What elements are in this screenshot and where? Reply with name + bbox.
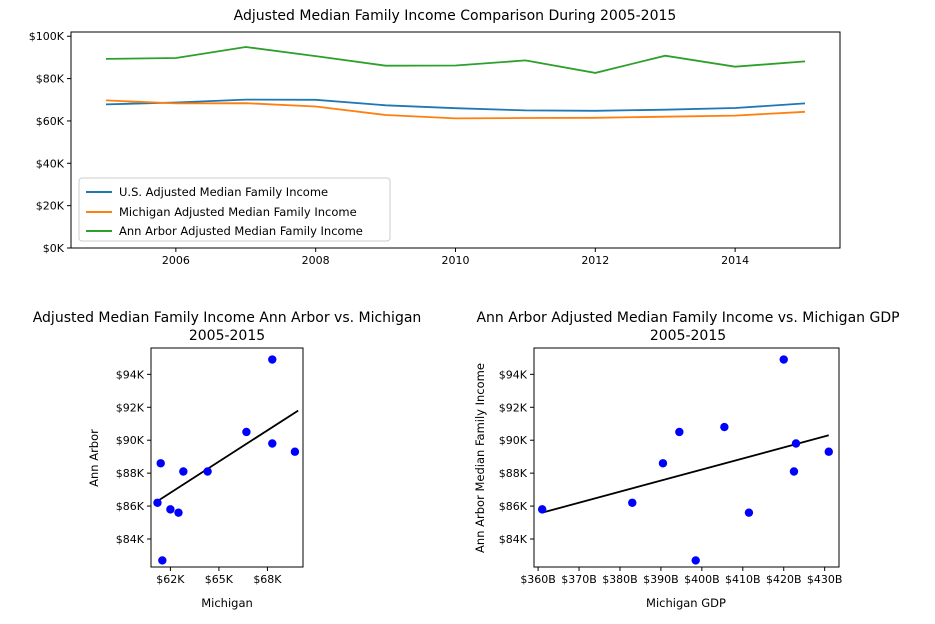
line-chart-title: Adjusted Median Family Income Comparison…: [234, 8, 677, 24]
scatter-michigan-point: [153, 498, 162, 507]
scatter-michigan-panel: Adjusted Median Family Income Ann Arbor …: [33, 310, 422, 610]
scatter-michigan-regression-line: [156, 409, 299, 502]
scatter-michigan-xtick-label: $68K: [253, 573, 282, 586]
scatter-michigan-point: [174, 508, 183, 517]
scatter-gdp-ytick-label: $86K: [499, 500, 528, 513]
scatter-gdp-fit: [541, 434, 829, 514]
line-chart-panel: Adjusted Median Family Income Comparison…: [29, 8, 841, 267]
line-chart-legend: U.S. Adjusted Median Family Income Michi…: [78, 177, 391, 242]
scatter-gdp-ytick-label: $84K: [499, 533, 528, 546]
scatter-gdp-ylabel: Ann Arbor Median Family Income: [473, 363, 487, 553]
scatter-michigan-ticks: $62K $65K $68K $84K $86K $88K $90K $92K $94K: [116, 368, 283, 586]
scatter-michigan-point: [268, 439, 277, 448]
legend-label-michigan: Michigan Adjusted Median Family Income: [119, 205, 357, 219]
scatter-gdp-point: [628, 498, 637, 507]
line-chart-ytick-label: $40K: [36, 157, 65, 170]
scatter-michigan-subtitle: 2005-2015: [189, 328, 265, 344]
line-chart-xtick-label: 2010: [442, 254, 470, 267]
scatter-gdp-point: [658, 459, 668, 468]
scatter-michigan-fit: [156, 409, 299, 502]
scatter-gdp-point: [789, 467, 799, 476]
scatter-gdp-xtick-label: $420B: [766, 573, 802, 586]
scatter-gdp-xtick-label: $390B: [643, 573, 679, 586]
scatter-michigan-points: [153, 355, 300, 565]
scatter-michigan-ytick-label: $92K: [116, 401, 145, 414]
line-chart-ytick-label: $0K: [43, 242, 65, 255]
scatter-gdp-subtitle: 2005-2015: [650, 328, 726, 344]
scatter-gdp-point: [537, 505, 547, 514]
scatter-gdp-panel: Ann Arbor Adjusted Median Family Income …: [473, 310, 900, 610]
legend-box: [78, 177, 391, 242]
scatter-gdp-xtick-label: $430B: [807, 573, 843, 586]
scatter-gdp-frame: [533, 347, 840, 568]
line-chart-series: [105, 46, 806, 120]
series-line-us: [105, 98, 806, 112]
line-chart-ticks: 2006 2008 2010 2012 2014 $0K $20K $40K $60K $80K $…: [29, 30, 749, 267]
scatter-gdp-ytick-label: $92K: [499, 401, 528, 414]
scatter-michigan-point: [268, 355, 277, 364]
scatter-michigan-title: Adjusted Median Family Income Ann Arbor …: [33, 310, 422, 326]
scatter-gdp-point: [720, 422, 729, 432]
line-chart-xtick-label: 2008: [302, 254, 330, 267]
legend-label-ann-arbor: Ann Arbor Adjusted Median Family Income: [119, 224, 363, 238]
scatter-michigan-ytick-label: $86K: [116, 500, 145, 513]
scatter-michigan-point: [203, 467, 212, 476]
scatter-michigan-frame: [150, 347, 304, 568]
scatter-gdp-point: [691, 556, 700, 565]
scatter-michigan-ytick-label: $84K: [116, 533, 145, 546]
scatter-gdp-point: [675, 427, 684, 437]
scatter-gdp-xtick-label: $360B: [520, 573, 556, 586]
scatter-gdp-point: [779, 355, 788, 364]
scatter-michigan-point: [242, 427, 251, 437]
line-chart-xtick-label: 2014: [721, 254, 749, 267]
line-chart-xtick-label: 2006: [162, 254, 190, 267]
line-chart-ytick-label: $80K: [36, 73, 65, 86]
scatter-michigan-point: [166, 505, 175, 514]
series-line-michigan: [105, 99, 806, 120]
scatter-gdp-points: [537, 355, 833, 565]
scatter-michigan-xlabel: Michigan: [201, 596, 253, 610]
line-chart-ytick-label: $100K: [29, 30, 65, 43]
scatter-gdp-xtick-label: $410B: [725, 573, 761, 586]
line-chart-ytick-label: $60K: [36, 115, 65, 128]
scatter-michigan-point: [179, 467, 188, 476]
scatter-michigan-point: [156, 459, 165, 468]
line-chart-xtick-label: 2012: [581, 254, 609, 267]
scatter-gdp-xtick-label: $400B: [684, 573, 720, 586]
series-line-ann-arbor: [105, 46, 806, 74]
scatter-gdp-ytick-label: $94K: [499, 368, 528, 381]
scatter-gdp-xlabel: Michigan GDP: [646, 596, 726, 610]
scatter-michigan-ytick-label: $90K: [116, 434, 145, 447]
scatter-gdp-ytick-label: $90K: [499, 434, 528, 447]
scatter-michigan-xtick-label: $62K: [156, 573, 185, 586]
line-chart-ytick-label: $20K: [36, 200, 65, 213]
scatter-michigan-xtick-label: $65K: [205, 573, 234, 586]
scatter-michigan-point: [290, 447, 300, 456]
scatter-michigan-ylabel: Ann Arbor: [87, 429, 101, 487]
legend-label-us: U.S. Adjusted Median Family Income: [119, 185, 328, 199]
scatter-michigan-ytick-label: $88K: [116, 467, 145, 480]
scatter-gdp-point: [744, 508, 754, 517]
scatter-gdp-point: [824, 447, 833, 456]
scatter-gdp-ticks: $360B $370B $380B $390B $400B $410B $420B $430B…: [499, 368, 843, 586]
line-chart-frame: [70, 31, 841, 249]
scatter-michigan-ytick-label: $94K: [116, 368, 145, 381]
scatter-gdp-title: Ann Arbor Adjusted Median Family Income …: [476, 310, 899, 326]
scatter-gdp-ytick-label: $88K: [499, 467, 528, 480]
scatter-gdp-regression-line: [541, 434, 829, 514]
scatter-gdp-xtick-label: $380B: [602, 573, 638, 586]
scatter-gdp-xtick-label: $370B: [561, 573, 597, 586]
scatter-michigan-point: [158, 556, 167, 565]
scatter-gdp-point: [791, 439, 801, 448]
